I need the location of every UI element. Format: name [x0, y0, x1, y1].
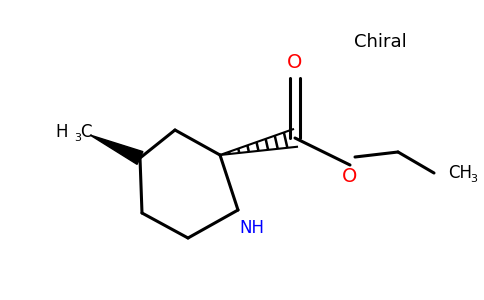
Text: CH: CH: [448, 164, 472, 182]
Text: H: H: [56, 123, 68, 141]
Text: O: O: [342, 167, 358, 185]
Text: 3: 3: [74, 133, 81, 143]
Polygon shape: [90, 135, 143, 164]
Text: Chiral: Chiral: [354, 33, 407, 51]
Text: O: O: [287, 52, 302, 71]
Text: 3: 3: [470, 174, 477, 184]
Text: NH: NH: [240, 219, 264, 237]
Text: C: C: [80, 123, 91, 141]
